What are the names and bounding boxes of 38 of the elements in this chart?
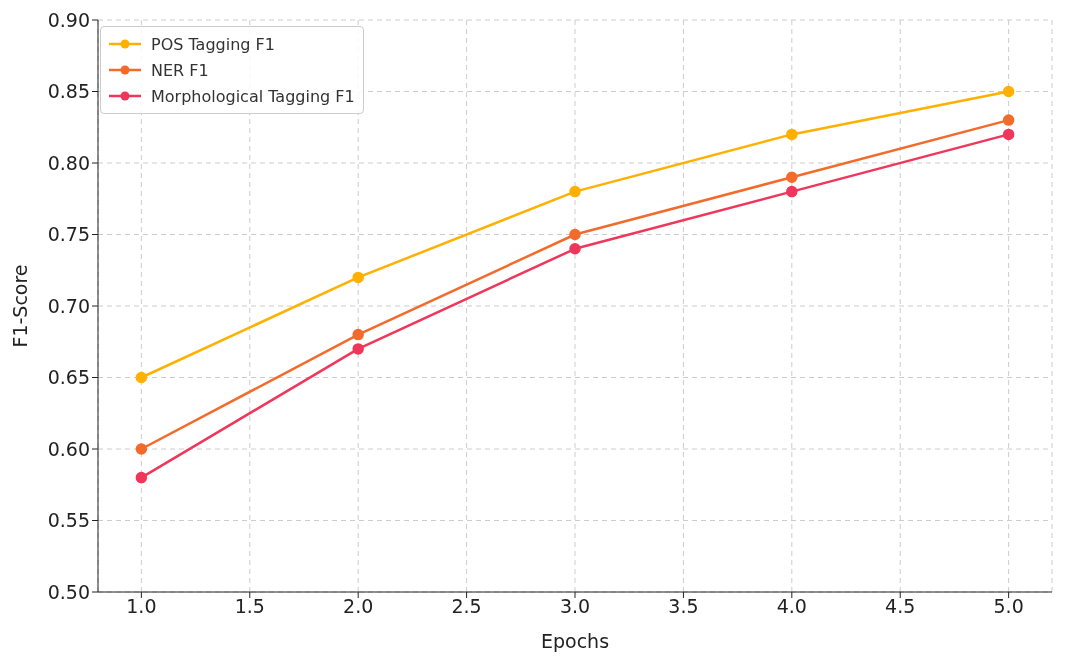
point: [352, 328, 364, 341]
point: [352, 343, 364, 355]
y-tick-label: 0.90: [47, 8, 90, 31]
y-tick-label: 0.70: [47, 294, 90, 317]
point: [1002, 114, 1015, 126]
x-tick-label: 2.0: [343, 595, 374, 618]
legend-label: Morphological Tagging F1: [151, 86, 355, 106]
point: [569, 243, 581, 255]
x-tick-label: 2.5: [451, 595, 482, 618]
point: [1002, 128, 1015, 141]
x-tick-label: 1.5: [234, 595, 265, 618]
y-tick-label: 0.85: [47, 80, 90, 103]
x-tick-label: 3.0: [559, 595, 591, 618]
x-tick-label: 4.0: [776, 595, 807, 618]
y-axis-title: F1-Score: [8, 264, 31, 348]
point: [569, 228, 581, 241]
point: [135, 471, 148, 484]
y-tick-label: 0.60: [47, 437, 90, 460]
point: [1002, 85, 1015, 98]
y-tick-label: 0.75: [47, 223, 90, 246]
y-tick-label: 0.50: [47, 580, 90, 603]
point: [352, 271, 364, 284]
point: [135, 443, 148, 455]
y-tick-label: 0.55: [47, 509, 90, 532]
x-tick-label: 3.5: [668, 595, 699, 618]
point: [569, 185, 581, 198]
y-tick-label: 0.65: [47, 366, 90, 389]
x-tick-label: 1.0: [126, 595, 157, 618]
point: [786, 185, 798, 198]
point: [786, 128, 798, 141]
y-tick-label: 0.80: [47, 151, 90, 174]
x-tick-label: 5.0: [993, 595, 1024, 618]
point: [135, 371, 148, 384]
x-tick-label: 4.5: [885, 595, 916, 618]
x-axis-title: Epochs: [540, 630, 610, 652]
legend-label: NER F1: [151, 60, 209, 80]
point: [786, 171, 798, 184]
legend-label: POS Tagging F1: [151, 34, 275, 54]
